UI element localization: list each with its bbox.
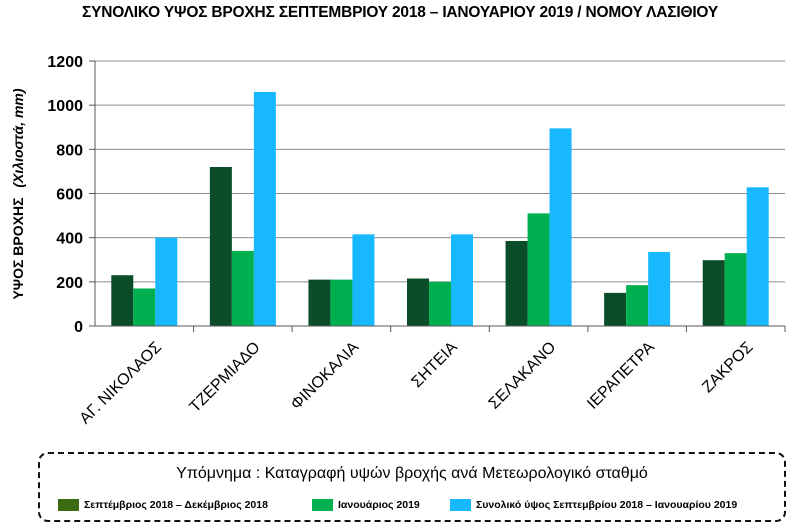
bar xyxy=(111,275,134,326)
bar xyxy=(505,240,528,326)
y-tick-label: 1000 xyxy=(47,98,83,115)
legend: Υπόμνημα : Καταγραφή υψών βροχής ανά Μετ… xyxy=(38,452,786,522)
legend-swatch-sep-dec xyxy=(58,499,79,511)
legend-label-sep-dec: Σεπτέμβριος 2018 – Δεκέμβριος 2018 xyxy=(84,499,268,511)
x-tick-label: ΖΑΚΡΟΣ xyxy=(699,339,756,396)
legend-item-sep-dec: Σεπτέμβριος 2018 – Δεκέμβριος 2018 xyxy=(58,499,268,511)
bar xyxy=(330,279,353,326)
bar xyxy=(155,237,178,326)
legend-item-january: Ιανουάριος 2019 xyxy=(312,499,420,511)
x-tick-label: ΦΙΝΟΚΑΛΙΑ xyxy=(288,339,363,414)
y-tick-label: 600 xyxy=(56,187,83,204)
y-axis-label: ΥΨΟΣ ΒΡΟΧΗΣ (Χιλιοστά, mm) xyxy=(10,88,26,299)
bar xyxy=(724,253,747,326)
chart-title: ΣΥΝΟΛΙΚΟ ΥΨΟΣ ΒΡΟΧΗΣ ΣΕΠΤΕΜΒΡΙΟΥ 2018 – … xyxy=(81,4,718,21)
bar xyxy=(352,234,375,326)
y-tick-labels: 0 200 400 600 800 1000 1200 xyxy=(47,54,83,336)
x-tick-label: ΤΖΕΡΜΙΑΔΟ xyxy=(187,339,264,416)
legend-title: Υπόμνημα : Καταγραφή υψών βροχής ανά Μετ… xyxy=(176,465,648,482)
bar xyxy=(549,128,572,326)
x-tick-label: ΑΓ. ΝΙΚΟΛΑΟΣ xyxy=(77,339,166,428)
x-tick-label: ΣΗΤΕΙΑ xyxy=(408,339,461,392)
x-tick-labels: ΑΓ. ΝΙΚΟΛΑΟΣ ΤΖΕΡΜΙΑΔΟ ΦΙΝΟΚΑΛΙΑ ΣΗΤΕΙΑ ΣΕΛΑ… xyxy=(77,339,757,428)
bar xyxy=(702,260,725,326)
y-tick-label: 0 xyxy=(74,319,83,336)
legend-item-total: Συνολικό ύψος Σεπτεμβρίου 2018 – Ιανουαρ… xyxy=(450,499,737,511)
bar xyxy=(231,250,254,326)
bar xyxy=(604,292,627,326)
y-tick-label: 1200 xyxy=(47,54,83,71)
legend-swatch-january xyxy=(312,499,333,511)
bar xyxy=(407,278,429,326)
y-tick-label: 200 xyxy=(56,275,83,292)
bar xyxy=(308,279,331,326)
legend-swatch-total xyxy=(450,499,471,511)
bar xyxy=(648,252,671,326)
bars-layer xyxy=(111,91,769,327)
bar xyxy=(209,167,232,326)
rainfall-bar-chart: 0 200 400 600 800 1000 1200 ΑΓ. ΝΙΚΟΛΑΟΣ ΤΖΕΡΜΙ… xyxy=(10,54,786,428)
bar xyxy=(253,91,276,327)
axes-layer xyxy=(89,60,786,332)
y-tick-label: 800 xyxy=(56,142,83,159)
y-tick-label: 400 xyxy=(56,231,83,248)
bar xyxy=(527,213,550,326)
bar xyxy=(626,285,649,326)
bar xyxy=(429,281,451,326)
x-tick-label: ΣΕΛΑΚΑΝΟ xyxy=(486,339,560,413)
x-tick-label: ΙΕΡΑΠΕΤΡΑ xyxy=(584,339,658,413)
bar xyxy=(746,187,769,326)
grid-layer xyxy=(95,60,785,283)
bar xyxy=(451,234,473,326)
y-axis-label-main: ΥΨΟΣ ΒΡΟΧΗΣ xyxy=(10,198,26,300)
y-axis-label-unit: (Χιλιοστά, mm) xyxy=(10,88,26,187)
legend-label-total: Συνολικό ύψος Σεπτεμβρίου 2018 – Ιανουαρ… xyxy=(476,499,738,511)
bar xyxy=(133,288,156,326)
legend-label-january: Ιανουάριος 2019 xyxy=(338,499,420,511)
